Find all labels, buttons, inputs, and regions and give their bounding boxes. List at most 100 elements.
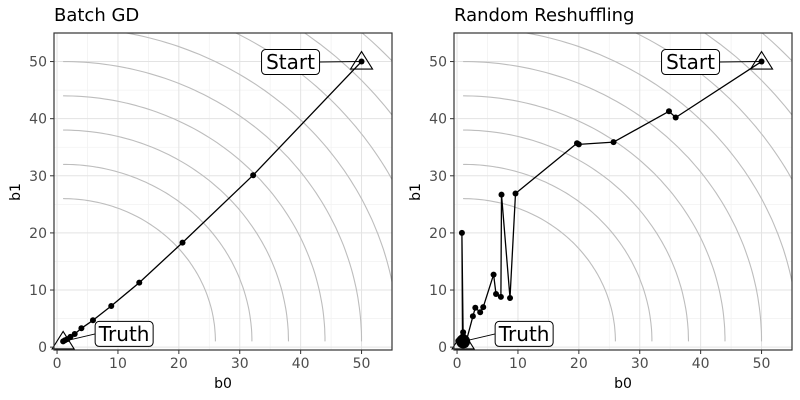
- callout-labels: Start Truth: [463, 49, 762, 347]
- path-point: [490, 271, 497, 278]
- x-tick-label: 20: [570, 356, 588, 372]
- y-axis-ticks: 0 10 20 30 40 50: [29, 55, 54, 356]
- path-point: [512, 190, 519, 197]
- x-axis-label: b0: [614, 376, 632, 392]
- contour-arc: [361, 33, 392, 62]
- path-point: [472, 304, 479, 311]
- x-tick-label: 50: [353, 356, 371, 372]
- path-point: [498, 191, 505, 198]
- path-point: [507, 295, 514, 302]
- y-tick-label: 0: [438, 340, 447, 356]
- contour-arc: [63, 95, 326, 342]
- contour-arc: [463, 163, 653, 342]
- y-tick-label: 10: [429, 283, 447, 299]
- panel-random-reshuffling: Random Reshuffling 0 10 20 30 40 50 0 10 20 30 40…: [408, 5, 793, 392]
- x-axis-label: b0: [214, 376, 232, 392]
- panel-batch-gd: Batch GD 0 10 20 30 40 50 0 10 20 30 40 50 b0 b1 S…: [8, 5, 393, 392]
- y-tick-label: 50: [29, 55, 47, 71]
- contour-arc: [63, 129, 290, 342]
- y-axis-label: b1: [408, 183, 424, 201]
- contour-arc: [463, 129, 690, 342]
- y-tick-label: 30: [429, 169, 447, 185]
- plot-border: [53, 32, 393, 351]
- path-point: [71, 331, 78, 338]
- start-triangle-marker: [349, 50, 374, 70]
- path-point: [250, 172, 257, 179]
- x-tick-label: 20: [170, 356, 188, 372]
- start-callout-label: Start: [666, 50, 715, 74]
- truth-callout-leader: [63, 333, 96, 342]
- y-tick-label: 40: [29, 112, 47, 128]
- start-callout-box: [661, 49, 721, 76]
- start-callout-leader: [719, 61, 762, 63]
- contour-arc: [703, 33, 792, 116]
- x-tick-label: 10: [109, 356, 127, 372]
- y-tick-label: 50: [429, 55, 447, 71]
- path-point: [136, 279, 143, 286]
- contour-arc: [234, 33, 392, 181]
- x-tick-label: 40: [692, 356, 710, 372]
- path-point: [78, 325, 85, 332]
- y-tick-label: 30: [29, 169, 47, 185]
- contour-lines: [63, 33, 392, 342]
- start-callout-label: Start: [266, 50, 315, 74]
- chart-title: Random Reshuffling: [454, 5, 634, 26]
- contour-arc: [63, 163, 253, 342]
- path-point: [672, 114, 679, 121]
- path-point: [665, 108, 672, 115]
- path-point: [60, 338, 67, 345]
- grid-lines: [454, 33, 792, 350]
- y-axis-ticks: 0 10 20 30 40 50: [429, 55, 454, 356]
- x-tick-label: 0: [453, 356, 462, 372]
- path-point: [480, 304, 487, 311]
- start-triangle-marker: [749, 50, 774, 70]
- x-tick-label: 0: [53, 356, 62, 372]
- x-tick-label: 10: [509, 356, 527, 372]
- callout-labels: Start Truth: [63, 49, 362, 347]
- truth-callout-label: Truth: [498, 322, 550, 346]
- x-tick-label: 30: [631, 356, 649, 372]
- x-tick-label: 30: [231, 356, 249, 372]
- contour-arc: [63, 198, 216, 342]
- plot-background: [54, 33, 392, 350]
- plot-background: [454, 33, 792, 350]
- y-tick-label: 20: [429, 226, 447, 242]
- contour-arc: [463, 95, 726, 342]
- path-point: [497, 293, 504, 300]
- contour-arc: [523, 33, 792, 285]
- x-tick-label: 40: [292, 356, 310, 372]
- path-point: [493, 291, 500, 298]
- x-axis-ticks: 0 10 20 30 40 50: [453, 350, 771, 372]
- path-point: [179, 239, 186, 246]
- y-tick-label: 10: [29, 283, 47, 299]
- start-callout-box: [261, 49, 321, 76]
- truth-callout-box: [494, 320, 554, 347]
- truth-callout-box: [94, 320, 154, 347]
- y-tick-label: 20: [29, 226, 47, 242]
- y-tick-label: 40: [429, 112, 447, 128]
- path-point: [574, 140, 581, 147]
- path-point: [477, 309, 484, 316]
- truth-callout-leader: [463, 333, 496, 342]
- truth-callout-label: Truth: [98, 322, 150, 346]
- contour-arc: [634, 33, 792, 181]
- contour-arc: [463, 61, 763, 342]
- contour-arc: [123, 33, 392, 285]
- contour-lines: [463, 33, 792, 342]
- contour-arc: [761, 33, 792, 62]
- x-tick-label: 50: [753, 356, 771, 372]
- y-tick-label: 0: [38, 340, 47, 356]
- contour-arc: [303, 33, 392, 116]
- path-point: [469, 313, 476, 320]
- path-point: [89, 317, 96, 324]
- path-point: [458, 229, 465, 236]
- contour-arc: [63, 61, 363, 342]
- descent-path: [60, 58, 365, 345]
- path-point: [610, 139, 617, 146]
- start-callout-leader: [319, 61, 362, 63]
- y-axis-label: b1: [8, 183, 24, 201]
- path-point: [108, 303, 115, 310]
- x-axis-ticks: 0 10 20 30 40 50: [53, 350, 371, 372]
- chart-title: Batch GD: [54, 5, 139, 26]
